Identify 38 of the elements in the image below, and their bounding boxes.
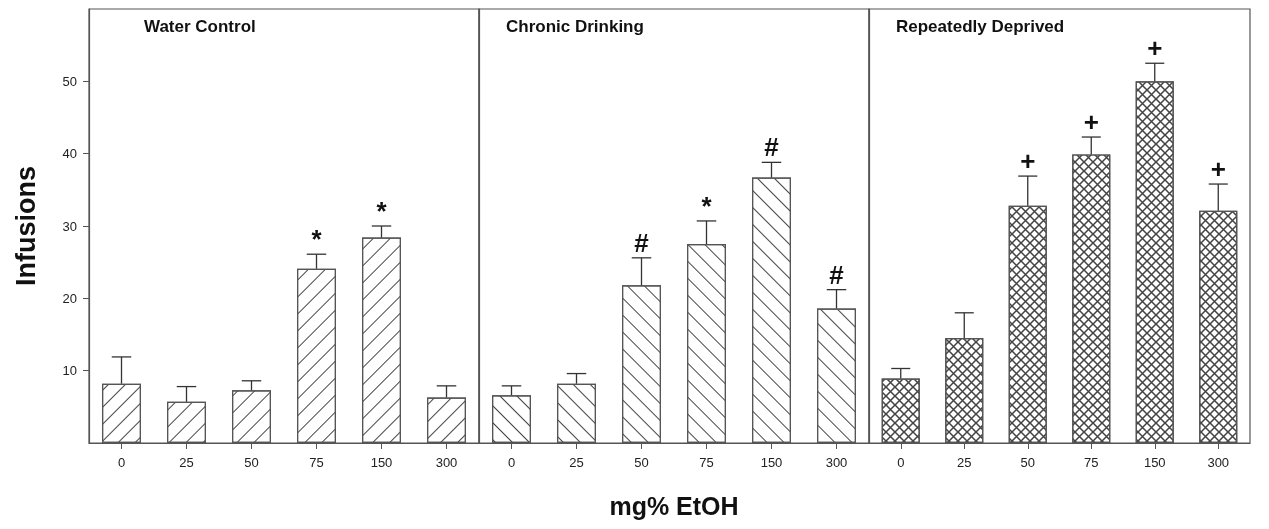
x-tick-label: 25 (957, 455, 972, 470)
x-tick-label: 0 (117, 455, 126, 470)
x-tick-label: 75 (309, 455, 324, 470)
annotation: + (1147, 33, 1163, 64)
x-tick-label: 150 (370, 455, 393, 470)
annotation: # (829, 259, 845, 290)
y-axis-title: Infusions (10, 166, 41, 286)
x-tick-label: 150 (1143, 455, 1166, 470)
annotation: # (634, 227, 650, 258)
x-tick-label: 50 (244, 455, 259, 470)
annotation: * (376, 196, 388, 226)
x-tick-label: 300 (435, 455, 458, 470)
annotation: + (1020, 146, 1036, 177)
x-tick-label: 50 (634, 455, 649, 470)
x-tick-label: 25 (179, 455, 194, 470)
x-tick-label: 0 (897, 455, 905, 470)
annotation: * (701, 190, 713, 221)
text: Water Control (144, 17, 256, 36)
y-tick-label: 50 (62, 73, 77, 89)
annotation: + (1210, 154, 1226, 185)
x-axis-title: mg% EtOH (609, 491, 739, 520)
x-tick-label: 300 (825, 455, 848, 470)
annotation: # (764, 132, 780, 163)
x-tick-label: 75 (1084, 455, 1099, 470)
x-tick-label: 75 (699, 455, 714, 470)
x-tick-label: 150 (760, 455, 783, 470)
text: Repeatedly Deprived (896, 17, 1065, 36)
x-tick-label: 25 (569, 455, 584, 470)
x-tick-label: 0 (507, 455, 516, 470)
x-tick-label: 300 (1207, 455, 1230, 470)
annotation: + (1083, 107, 1099, 138)
annotation: * (311, 224, 323, 255)
y-tick-label: 40 (62, 146, 77, 162)
x-tick-label: 50 (1020, 455, 1035, 470)
y-tick-label: 20 (62, 290, 77, 306)
text: Chronic Drinking (506, 17, 644, 36)
y-tick-label: 30 (62, 218, 77, 234)
y-tick-label: 10 (62, 363, 77, 379)
